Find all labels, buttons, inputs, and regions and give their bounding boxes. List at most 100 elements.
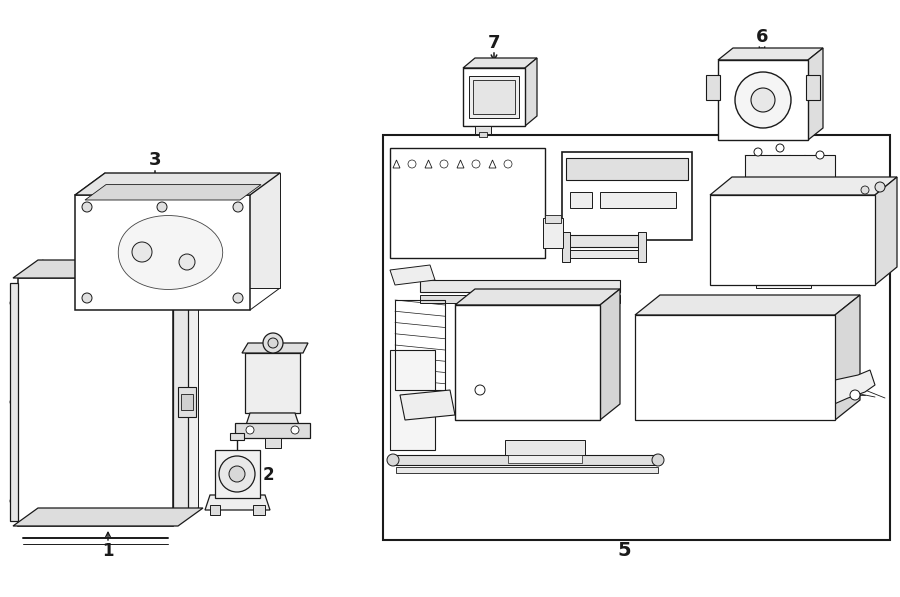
Text: 5: 5 xyxy=(617,540,631,559)
Circle shape xyxy=(268,338,278,348)
Polygon shape xyxy=(10,283,18,521)
Circle shape xyxy=(132,242,152,262)
Bar xyxy=(390,148,545,258)
Bar xyxy=(543,218,563,248)
Polygon shape xyxy=(635,315,835,420)
Polygon shape xyxy=(13,508,203,526)
Polygon shape xyxy=(13,260,203,278)
Bar xyxy=(473,80,515,114)
Polygon shape xyxy=(710,195,875,285)
Polygon shape xyxy=(835,295,860,420)
Bar xyxy=(565,235,640,247)
Polygon shape xyxy=(215,450,260,498)
Polygon shape xyxy=(455,289,620,305)
Circle shape xyxy=(652,454,664,466)
Circle shape xyxy=(751,88,775,112)
Polygon shape xyxy=(245,413,300,428)
Circle shape xyxy=(82,202,92,212)
Bar xyxy=(475,126,491,134)
Polygon shape xyxy=(455,305,600,420)
Circle shape xyxy=(861,186,869,194)
Circle shape xyxy=(754,148,762,156)
Polygon shape xyxy=(525,58,537,126)
Circle shape xyxy=(776,144,784,152)
Text: BATTERY ASSY. HV: BATTERY ASSY. HV xyxy=(580,165,674,174)
Polygon shape xyxy=(205,495,270,510)
Bar xyxy=(565,250,640,258)
Polygon shape xyxy=(718,48,823,60)
Bar xyxy=(706,75,720,100)
Text: 3: 3 xyxy=(148,151,161,169)
Bar xyxy=(393,455,658,465)
Bar xyxy=(396,467,658,473)
Bar xyxy=(178,387,196,417)
Polygon shape xyxy=(635,295,860,315)
Bar xyxy=(230,433,244,440)
Circle shape xyxy=(735,72,791,128)
Circle shape xyxy=(246,426,254,434)
Polygon shape xyxy=(710,177,897,195)
Circle shape xyxy=(233,293,243,303)
Polygon shape xyxy=(253,505,265,515)
Polygon shape xyxy=(173,288,188,516)
Polygon shape xyxy=(463,68,525,126)
Text: 6: 6 xyxy=(756,28,769,46)
Bar xyxy=(505,440,585,455)
Circle shape xyxy=(10,497,18,505)
Circle shape xyxy=(10,398,18,406)
Bar xyxy=(469,76,519,118)
Polygon shape xyxy=(75,195,250,310)
Circle shape xyxy=(475,385,485,395)
Polygon shape xyxy=(463,58,537,68)
Bar xyxy=(265,438,281,448)
Polygon shape xyxy=(390,265,435,285)
Polygon shape xyxy=(118,216,223,290)
Bar xyxy=(600,192,676,208)
Polygon shape xyxy=(18,278,173,526)
Bar xyxy=(745,155,835,215)
Bar xyxy=(508,455,582,463)
Polygon shape xyxy=(75,173,280,195)
Polygon shape xyxy=(242,343,308,353)
Circle shape xyxy=(219,456,255,492)
Circle shape xyxy=(233,202,243,212)
Polygon shape xyxy=(85,184,261,200)
Bar xyxy=(566,158,688,180)
Bar xyxy=(545,215,561,223)
Polygon shape xyxy=(235,423,310,438)
Bar xyxy=(806,75,820,100)
Circle shape xyxy=(875,182,885,192)
Text: 2: 2 xyxy=(262,466,274,484)
Bar xyxy=(390,350,435,450)
Bar xyxy=(383,135,890,540)
Polygon shape xyxy=(718,60,808,140)
Bar xyxy=(638,232,646,262)
Bar xyxy=(756,250,811,288)
Bar xyxy=(479,132,487,137)
Text: 7: 7 xyxy=(488,34,500,52)
Circle shape xyxy=(291,426,299,434)
Circle shape xyxy=(816,151,824,159)
Circle shape xyxy=(850,390,860,400)
Polygon shape xyxy=(600,289,620,420)
Polygon shape xyxy=(43,260,198,508)
Circle shape xyxy=(263,333,283,353)
Bar xyxy=(181,394,193,410)
Polygon shape xyxy=(105,173,280,288)
Circle shape xyxy=(179,254,195,270)
Polygon shape xyxy=(245,353,300,413)
Polygon shape xyxy=(875,177,897,285)
Bar xyxy=(420,280,620,292)
Bar xyxy=(570,192,592,208)
Polygon shape xyxy=(210,505,220,515)
Text: 4: 4 xyxy=(287,366,299,384)
Circle shape xyxy=(229,466,245,482)
Bar xyxy=(420,295,620,303)
Circle shape xyxy=(157,202,167,212)
Polygon shape xyxy=(832,370,875,405)
Circle shape xyxy=(10,299,18,307)
Bar xyxy=(562,232,570,262)
Circle shape xyxy=(82,293,92,303)
Text: 1: 1 xyxy=(103,542,113,560)
Polygon shape xyxy=(400,390,455,420)
